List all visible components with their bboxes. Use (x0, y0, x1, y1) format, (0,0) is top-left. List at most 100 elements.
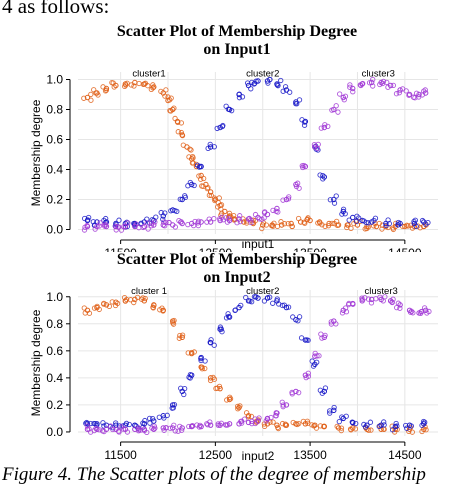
data-point-cluster1 (226, 396, 233, 403)
data-point-cloud (328, 321, 335, 327)
data-point-cloud (91, 87, 97, 93)
data-point-cloud (171, 422, 177, 428)
data-point-cloud (177, 332, 183, 339)
data-point-cloud (395, 222, 401, 228)
data-point-cloud (128, 297, 134, 303)
data-point-cloud (235, 403, 241, 409)
data-point-cloud (339, 414, 345, 420)
data-point-cloud (172, 115, 178, 122)
data-point-cloud (187, 371, 194, 378)
data-point-cloud (196, 164, 203, 170)
data-point-cloud (151, 423, 157, 429)
data-point-cloud (316, 353, 322, 359)
data-point-cloud (248, 413, 255, 420)
data-point-cloud (200, 183, 206, 190)
data-point-cloud (248, 219, 254, 226)
cluster-annotation: cluster 1 (131, 286, 167, 297)
chart-title: Scatter Plot of Membership Degree (117, 251, 357, 268)
data-point-cloud (223, 103, 229, 109)
y-tick-label: 0.6 (46, 344, 63, 358)
data-point-cloud (145, 226, 151, 232)
data-point-cloud (115, 428, 122, 434)
data-point-cloud (371, 217, 377, 224)
data-point-cloud (339, 211, 345, 217)
data-point-cloud (132, 422, 138, 429)
data-point-cloud (289, 389, 295, 396)
data-point-cloud (249, 299, 255, 305)
data-point-cloud (322, 223, 328, 230)
data-point-cloud (220, 122, 226, 129)
data-point-cloud (140, 81, 147, 88)
data-point-cloud (295, 180, 301, 186)
data-point-cloud (409, 429, 415, 435)
data-point-cloud (341, 97, 347, 103)
data-point-cloud (204, 185, 210, 192)
data-point-cloud (175, 129, 181, 135)
data-point-cloud (102, 88, 109, 94)
data-point-cloud (338, 425, 345, 431)
data-point-cloud (320, 176, 326, 182)
data-point-cloud (280, 88, 286, 94)
data-point-cloud (121, 295, 128, 301)
data-point-cloud (122, 298, 129, 304)
data-point-cloud (182, 194, 189, 201)
data-point-cloud (285, 304, 292, 310)
data-point-cloud (327, 408, 333, 414)
data-point-cloud (226, 210, 233, 216)
data-point-cluster1 (392, 426, 399, 432)
data-point-cloud (215, 422, 221, 428)
data-point-cloud (166, 219, 172, 226)
data-point-cloud (178, 385, 184, 391)
data-point-cloud (187, 146, 193, 152)
y-tick-label: 1.0 (46, 73, 63, 87)
data-point-cloud (156, 414, 162, 420)
data-point-cloud (407, 309, 414, 315)
data-point-cloud (96, 427, 102, 433)
data-point-cloud (196, 173, 202, 179)
data-point-cloud (413, 223, 419, 229)
data-point-cloud (256, 216, 262, 222)
data-point-cloud (206, 192, 213, 198)
data-point-cloud (211, 195, 218, 201)
chart-subtitle: on Input2 (203, 269, 270, 286)
data-point-cloud (237, 213, 243, 219)
data-point-cloud (86, 214, 92, 221)
x-tick-label: 13500 (293, 246, 327, 252)
data-point-cluster1 (141, 298, 148, 304)
data-point-cloud (101, 300, 107, 307)
data-point-cloud (232, 307, 238, 313)
data-point-cloud (265, 295, 271, 301)
data-point-cloud (418, 309, 424, 315)
data-point-cloud (413, 90, 420, 96)
data-point-cloud (421, 88, 427, 94)
data-point-cloud (423, 427, 429, 433)
data-point-cloud (342, 93, 349, 99)
data-point-cloud (339, 310, 346, 316)
data-point-cloud (88, 97, 94, 103)
data-point-cloud (278, 77, 284, 84)
data-point-cloud (238, 302, 244, 309)
data-point-cloud (290, 314, 296, 320)
data-point-cloud (295, 215, 302, 222)
cluster-annotation: cluster3 (362, 69, 395, 80)
data-point-cloud (393, 420, 399, 427)
data-point-cloud (376, 423, 382, 430)
data-point-cloud (218, 326, 225, 332)
data-point-cloud (296, 97, 303, 103)
data-point-cloud (263, 418, 269, 424)
x-tick-label: 14500 (388, 246, 422, 252)
data-point-cloud (357, 82, 363, 88)
data-point-cloud (123, 420, 130, 427)
data-point-cloud (248, 217, 254, 223)
data-point-cloud (282, 84, 289, 90)
data-point-cloud (81, 305, 87, 311)
data-point-cloud (379, 226, 385, 232)
data-point-cloud (151, 302, 157, 308)
data-point-cloud (310, 363, 317, 369)
x-axis-label: input2 (242, 449, 275, 463)
y-tick-label: 0.6 (46, 133, 63, 147)
data-point-cloud (261, 298, 268, 304)
data-point-cloud (384, 79, 390, 86)
data-point-cloud (142, 295, 148, 302)
x-tick-label: 12500 (199, 448, 233, 462)
